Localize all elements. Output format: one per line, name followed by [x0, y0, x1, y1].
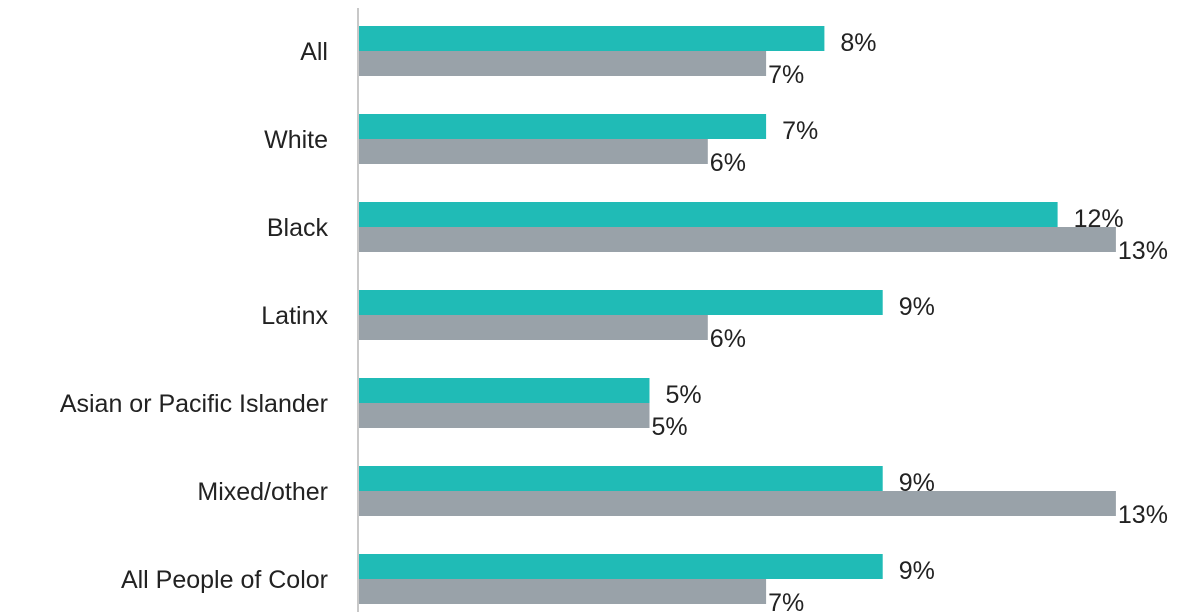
data-label: 6%	[710, 149, 746, 177]
bar-series-2-all	[358, 51, 767, 76]
data-label: 6%	[710, 325, 746, 353]
bar-series-1-latinx	[358, 290, 883, 315]
bar-series-2-mixed-other	[358, 491, 1116, 516]
bar-series-2-white	[358, 139, 708, 164]
bar-series-1-asian-or-pacific-islander	[358, 378, 650, 403]
category-labels: All White Black Latinx Asian or Pacific Isla…	[60, 38, 329, 594]
category-label: All People of Color	[121, 566, 328, 594]
bar-series-2-asian-or-pacific-islander	[358, 403, 650, 428]
value-labels: 8% 7% 7% 6% 12% 13% 9% 6% 5% 5% 9% 13% 9% 7%	[652, 29, 1168, 616]
data-label: 5%	[666, 381, 702, 409]
category-label: Latinx	[261, 302, 328, 330]
category-label: Asian or Pacific Islander	[60, 390, 328, 418]
bar-series-2-latinx	[358, 315, 708, 340]
data-label: 9%	[899, 293, 935, 321]
category-label: All	[300, 38, 328, 66]
category-label: White	[264, 126, 328, 154]
bar-series-1-all	[358, 26, 825, 51]
data-label: 7%	[782, 117, 818, 145]
data-label: 7%	[768, 589, 804, 616]
data-label: 7%	[768, 61, 804, 89]
data-label: 8%	[840, 29, 876, 57]
bars	[358, 26, 1116, 604]
data-label: 9%	[899, 469, 935, 497]
bar-series-2-black	[358, 227, 1116, 252]
bar-series-1-all-people-of-color	[358, 554, 883, 579]
data-label: 12%	[1074, 205, 1124, 233]
bar-series-2-all-people-of-color	[358, 579, 767, 604]
data-label: 13%	[1118, 237, 1168, 265]
category-label: Black	[267, 214, 329, 242]
bar-series-1-white	[358, 114, 767, 139]
bar-series-1-mixed-other	[358, 466, 883, 491]
data-label: 9%	[899, 557, 935, 585]
bar-series-1-black	[358, 202, 1058, 227]
data-label: 5%	[652, 413, 688, 441]
category-label: Mixed/other	[197, 478, 328, 506]
data-label: 13%	[1118, 501, 1168, 529]
